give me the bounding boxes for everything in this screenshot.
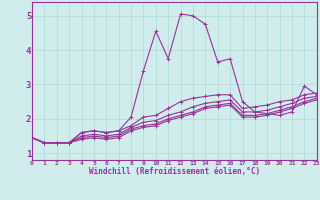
X-axis label: Windchill (Refroidissement éolien,°C): Windchill (Refroidissement éolien,°C): [89, 167, 260, 176]
